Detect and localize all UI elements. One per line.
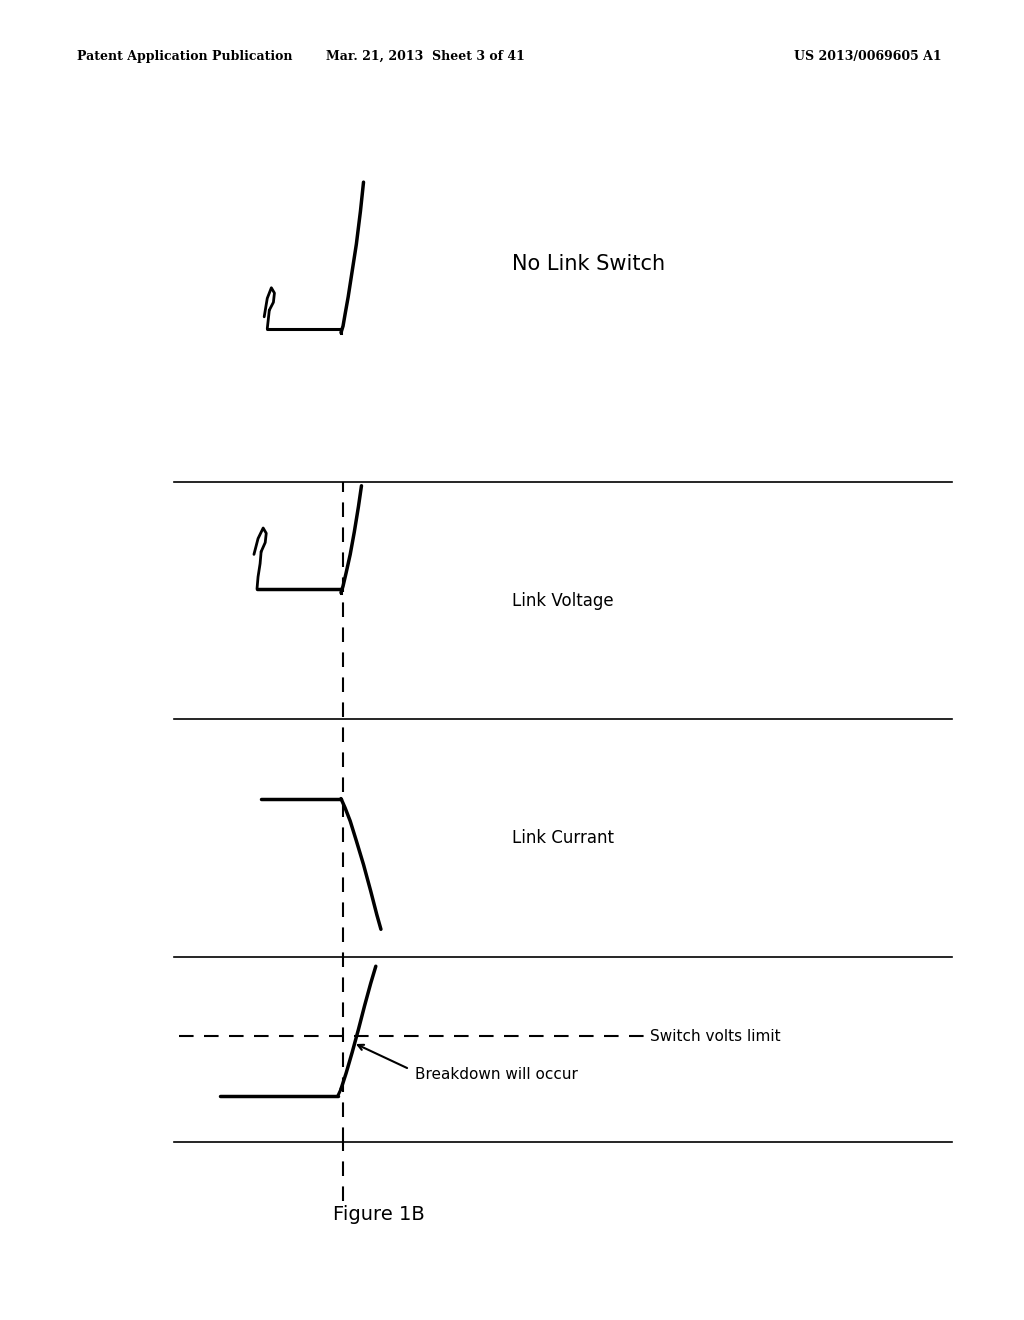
Text: No Link Switch: No Link Switch (512, 253, 666, 275)
Text: Link Currant: Link Currant (512, 829, 614, 847)
Text: Mar. 21, 2013  Sheet 3 of 41: Mar. 21, 2013 Sheet 3 of 41 (326, 50, 524, 63)
Text: US 2013/0069605 A1: US 2013/0069605 A1 (795, 50, 942, 63)
Text: Figure 1B: Figure 1B (333, 1205, 425, 1224)
Text: Link Voltage: Link Voltage (512, 591, 613, 610)
Text: Switch volts limit: Switch volts limit (650, 1028, 781, 1044)
Text: Patent Application Publication: Patent Application Publication (77, 50, 292, 63)
Text: Breakdown will occur: Breakdown will occur (415, 1067, 578, 1082)
